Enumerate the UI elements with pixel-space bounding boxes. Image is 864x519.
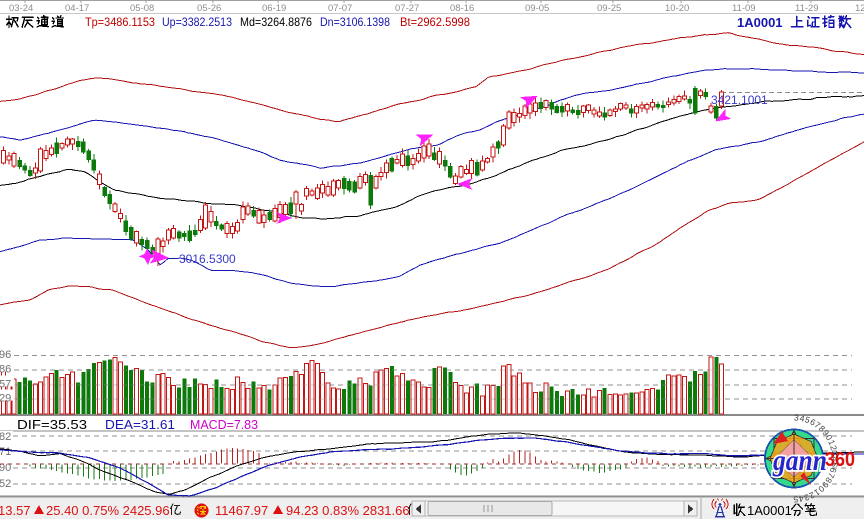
svg-text:gann: gann bbox=[772, 444, 827, 477]
svg-text:Md=3264.8876: Md=3264.8876 bbox=[240, 15, 312, 29]
svg-text:57: 57 bbox=[0, 379, 11, 391]
svg-text:11-29: 11-29 bbox=[795, 3, 819, 14]
svg-text:05-08: 05-08 bbox=[130, 3, 154, 14]
svg-text:07-27: 07-27 bbox=[395, 3, 419, 14]
svg-text:1A0001: 1A0001 bbox=[737, 15, 783, 30]
svg-text:12-1: 12-1 bbox=[855, 3, 864, 14]
svg-text:04-17: 04-17 bbox=[65, 3, 89, 14]
svg-text:Up=3382.2513: Up=3382.2513 bbox=[162, 15, 232, 29]
svg-text:94.23 0.83% 2831.66: 94.23 0.83% 2831.66 bbox=[286, 503, 410, 518]
svg-text:06-19: 06-19 bbox=[262, 3, 286, 14]
svg-text:25.40 0.75% 2425.96: 25.40 0.75% 2425.96 bbox=[46, 503, 170, 518]
svg-text:05-26: 05-26 bbox=[197, 3, 221, 14]
svg-text:90: 90 bbox=[0, 462, 11, 474]
svg-text:71: 71 bbox=[0, 446, 11, 458]
svg-text:360: 360 bbox=[825, 449, 855, 471]
svg-text:3421.1001: 3421.1001 bbox=[711, 93, 768, 107]
svg-text:Bt=2962.5998: Bt=2962.5998 bbox=[400, 15, 470, 29]
svg-text:MACD=7.83: MACD=7.83 bbox=[190, 418, 258, 432]
svg-text:29: 29 bbox=[0, 393, 11, 405]
svg-text:11467.97: 11467.97 bbox=[215, 503, 268, 518]
svg-text:96: 96 bbox=[0, 349, 11, 361]
svg-text:11-09: 11-09 bbox=[732, 3, 756, 14]
svg-text:10-20: 10-20 bbox=[665, 3, 689, 14]
svg-text:09-25: 09-25 bbox=[597, 3, 621, 14]
svg-text:07-07: 07-07 bbox=[328, 3, 352, 14]
svg-text:86: 86 bbox=[0, 364, 11, 376]
svg-text:03-24: 03-24 bbox=[9, 3, 33, 14]
svg-text:09-05: 09-05 bbox=[525, 3, 549, 14]
svg-text:3016.5300: 3016.5300 bbox=[179, 252, 236, 266]
svg-text:Dn=3106.1398: Dn=3106.1398 bbox=[320, 15, 390, 29]
svg-text:13.57: 13.57 bbox=[0, 503, 31, 518]
svg-text:1A0001: 1A0001 bbox=[747, 503, 792, 518]
svg-text:82: 82 bbox=[0, 431, 11, 443]
svg-text:DEA=31.61: DEA=31.61 bbox=[105, 418, 175, 432]
svg-text:gann: gann bbox=[772, 444, 827, 477]
svg-text:Tp=3486.1153: Tp=3486.1153 bbox=[85, 15, 155, 29]
svg-text:DIF=35.53: DIF=35.53 bbox=[17, 418, 87, 432]
svg-text:08-16: 08-16 bbox=[450, 3, 474, 14]
svg-text:52: 52 bbox=[0, 478, 11, 490]
